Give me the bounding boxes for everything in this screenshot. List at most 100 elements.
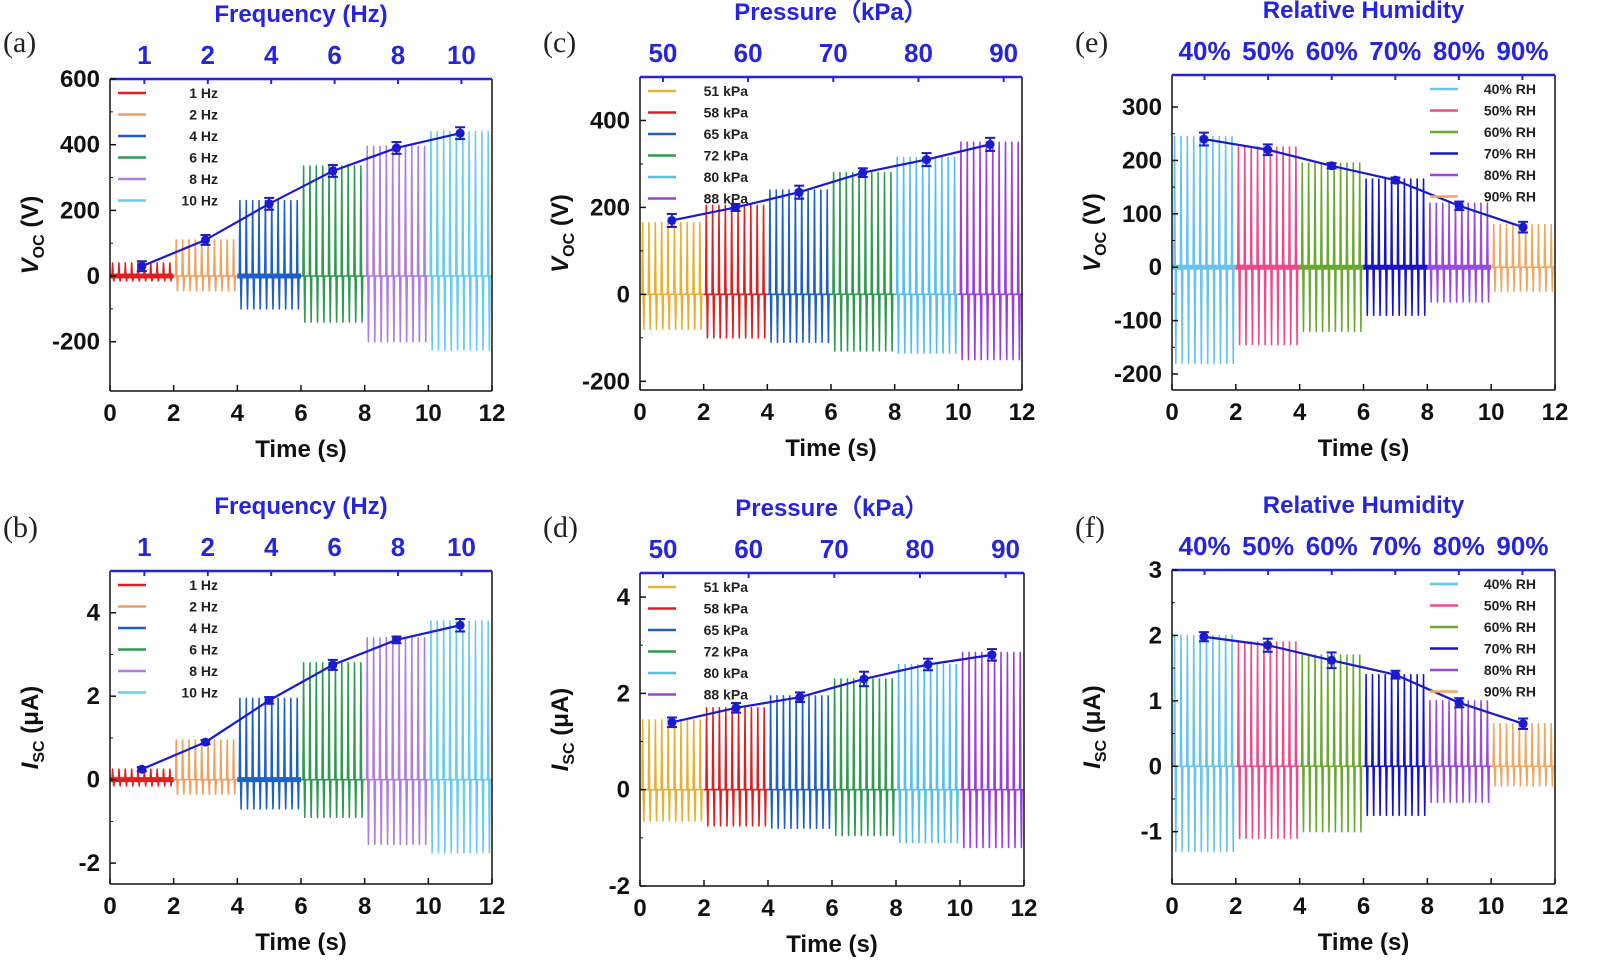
x-tick-label: 2 (697, 895, 710, 922)
y-axis-label-symbol: I (1079, 761, 1106, 769)
x-tick-label: 8 (888, 399, 901, 426)
signal-trace-40-rh (1172, 634, 1236, 853)
legend-label: 72 kPa (704, 644, 749, 660)
x-tick-label: 8 (358, 400, 371, 427)
trend-point (1263, 640, 1273, 650)
top-tick-label: 50% (1242, 531, 1294, 561)
y-tick-label: -200 (582, 368, 630, 395)
y-axis-label-unit: (V) (547, 194, 574, 233)
x-tick-label: 4 (761, 399, 775, 426)
legend-label: 51 kPa (704, 579, 749, 595)
y-axis-label-subscript: OC (31, 234, 48, 258)
x-tick-label: 2 (167, 400, 180, 427)
x-tick-label: 4 (231, 893, 245, 920)
trend-point (1263, 145, 1273, 155)
top-tick-label: 1 (137, 532, 151, 562)
legend-label: 2 Hz (189, 599, 218, 615)
top-tick-label: 80 (905, 534, 934, 564)
legend-label: 40% RH (1484, 576, 1536, 592)
trend-point (1390, 175, 1400, 185)
y-tick-label: 0 (87, 263, 100, 290)
x-axis-label: Time (s) (255, 436, 347, 463)
y-tick-label: -200 (1114, 361, 1162, 388)
y-axis-label-subscript: OC (561, 232, 578, 256)
trend-point (455, 620, 465, 630)
y-axis-label-symbol: I (17, 761, 44, 769)
top-tick-label: 6 (327, 532, 341, 562)
top-tick-label: 70 (820, 534, 849, 564)
top-tick-label: 8 (391, 40, 405, 70)
legend-label: 1 Hz (189, 577, 218, 593)
x-tick-label: 0 (633, 895, 646, 922)
y-tick-label: -1 (1141, 819, 1162, 846)
signal-trace-6-hz (301, 662, 365, 819)
top-tick-label: 6 (327, 40, 341, 70)
x-tick-label: 10 (415, 400, 442, 427)
top-axis-title: Relative Humidity (1263, 492, 1465, 519)
trend-point (795, 692, 805, 702)
top-tick-label: 60 (734, 534, 763, 564)
signal-trace-80-rh (1427, 700, 1492, 804)
y-tick-label: 0 (1149, 254, 1162, 281)
y-tick-label: 400 (590, 107, 630, 134)
x-tick-label: 0 (633, 399, 646, 426)
legend-label: 58 kPa (704, 601, 749, 617)
y-tick-label: 200 (60, 197, 100, 224)
trend-point (731, 202, 740, 212)
legend-label: 1 Hz (189, 85, 218, 101)
top-tick-label: 50 (648, 38, 677, 68)
top-tick-label: 60 (734, 38, 763, 68)
signal-trace-90-rh (1491, 722, 1555, 787)
y-tick-label: 0 (617, 281, 630, 308)
y-axis-label-unit: (μA) (1079, 685, 1106, 740)
top-tick-label: 90% (1496, 531, 1548, 561)
y-axis-label-symbol: I (547, 763, 574, 771)
legend-label: 10 Hz (181, 685, 218, 701)
trend-line (1203, 137, 1524, 229)
legend-label: 8 Hz (189, 171, 218, 187)
y-tick-label: -100 (1114, 308, 1162, 335)
trend-line (671, 653, 993, 724)
legend-label: 10 Hz (181, 193, 218, 209)
signal-group (640, 141, 1022, 361)
y-tick-label: 0 (1149, 753, 1162, 780)
y-axis-label-subscript: SC (31, 740, 48, 763)
y-tick-label: -2 (79, 850, 100, 877)
legend-label: 4 Hz (189, 620, 218, 636)
legend-label: 60% RH (1484, 124, 1536, 140)
x-tick-label: 8 (1421, 399, 1434, 426)
y-tick-label: 1 (1149, 688, 1162, 715)
top-tick-label: 80% (1433, 531, 1485, 561)
legend-label: 88 kPa (704, 687, 749, 703)
x-tick-label: 4 (1293, 399, 1307, 426)
trend-point (1199, 632, 1209, 642)
y-tick-label: 2 (617, 680, 630, 707)
y-axis-label: ISC (μA) (1079, 685, 1110, 769)
top-axis-title: Frequency (Hz) (214, 493, 387, 520)
top-tick-label: 80% (1433, 36, 1485, 66)
top-tick-label: 80 (904, 38, 933, 68)
y-tick-label: 0 (617, 777, 630, 804)
trend-point (455, 128, 465, 138)
top-axis-title: Pressure（kPa） (734, 0, 927, 26)
legend-label: 65 kPa (704, 622, 749, 638)
trend-point (858, 168, 868, 178)
legend-label: 50% RH (1484, 103, 1536, 119)
x-tick-label: 10 (947, 895, 974, 922)
x-tick-label: 6 (294, 893, 307, 920)
x-tick-label: 4 (1293, 893, 1307, 920)
y-tick-label: 100 (1122, 201, 1162, 228)
y-axis-label: ISC (μA) (547, 688, 578, 772)
signal-trace-8-hz (364, 145, 429, 343)
signal-trace-65-kpa (767, 189, 831, 343)
y-axis-label-unit: (V) (17, 196, 44, 235)
signal-trace-70-rh (1363, 673, 1428, 817)
signal-trace-58-kpa (703, 204, 768, 339)
legend-label: 8 Hz (189, 663, 218, 679)
trend-point (923, 659, 933, 669)
trend-point (1390, 670, 1400, 680)
legend-label: 60% RH (1484, 619, 1536, 635)
